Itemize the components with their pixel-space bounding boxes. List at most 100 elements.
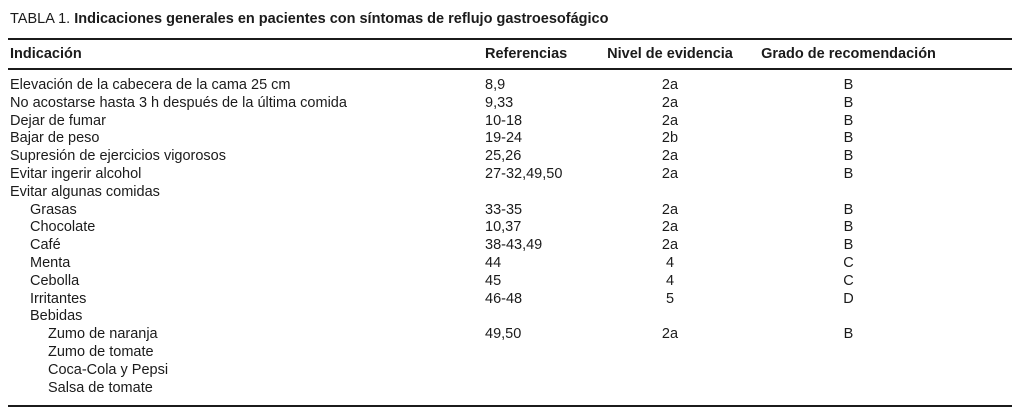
cell-indicacion: Evitar ingerir alcohol: [10, 165, 142, 182]
table-row: Zumo de naranja 49,50 2a B: [8, 326, 1012, 344]
table-row: Bebidas: [8, 308, 1012, 326]
table-row: Grasas 33-35 2a B: [8, 202, 1012, 220]
cell-grado: C: [843, 254, 854, 271]
cell-indicacion: Cebolla: [30, 272, 80, 289]
table-row: Salsa de tomate: [8, 380, 1012, 407]
cell-referencias: 9,33: [485, 94, 514, 111]
cell-indicacion: Menta: [30, 254, 71, 271]
cell-grado: [745, 308, 1012, 326]
cell-grado: B: [843, 130, 854, 147]
cell-nivel: 2a: [661, 112, 679, 129]
column-header-indicacion: Indicación: [10, 46, 82, 62]
cell-referencias: 33-35: [485, 201, 523, 218]
cell-grado: [745, 362, 1012, 380]
cell-indicacion: Elevación de la cabecera de la cama 25 c…: [10, 77, 291, 93]
cell-grado: [745, 380, 1012, 407]
cell-grado: B: [843, 148, 854, 165]
cell-indicacion: Chocolate: [30, 219, 96, 236]
cell-nivel: [595, 344, 745, 362]
table-row: Cebolla 45 4 C: [8, 273, 1012, 291]
cell-grado: [745, 344, 1012, 362]
cell-referencias: [485, 380, 595, 407]
cell-referencias: [485, 344, 595, 362]
cell-nivel: 2a: [661, 201, 679, 218]
table-body: Elevación de la cabecera de la cama 25 c…: [8, 69, 1012, 407]
cell-referencias: 46-48: [485, 290, 523, 307]
cell-referencias: 10-18: [485, 112, 523, 129]
header-row: Indicación Referencias Nivel de evidenci…: [8, 39, 1012, 69]
cell-nivel: 2a: [661, 77, 679, 93]
column-header-nivel-de-evidencia: Nivel de evidencia: [607, 46, 733, 62]
table-row: Bajar de peso 19-24 2b B: [8, 130, 1012, 148]
cell-referencias: 38-43,49: [485, 237, 543, 254]
cell-referencias: [485, 308, 595, 326]
table-row: Coca-Cola y Pepsi: [8, 362, 1012, 380]
table-title-text: Indicaciones generales en pacientes con …: [74, 11, 609, 27]
cell-indicacion: No acostarse hasta 3 h después de la últ…: [10, 94, 347, 111]
cell-indicacion: Evitar algunas comidas: [10, 183, 160, 200]
table-row: Café 38-43,49 2a B: [8, 237, 1012, 255]
table-row: Supresión de ejercicios vigorosos 25,26 …: [8, 148, 1012, 166]
cell-referencias: 19-24: [485, 130, 523, 147]
cell-indicacion: Coca-Cola y Pepsi: [48, 361, 169, 378]
cell-indicacion: Zumo de naranja: [48, 326, 158, 343]
cell-nivel: [595, 308, 745, 326]
table-row: Evitar ingerir alcohol 27-32,49,50 2a B: [8, 166, 1012, 184]
cell-nivel: [595, 184, 745, 202]
cell-grado: B: [843, 165, 854, 182]
indications-table: Indicación Referencias Nivel de evidenci…: [8, 38, 1012, 407]
cell-grado: C: [843, 272, 854, 289]
cell-nivel: 2b: [661, 130, 679, 147]
table-row: Dejar de fumar 10-18 2a B: [8, 113, 1012, 131]
cell-indicacion: Café: [30, 237, 61, 254]
cell-nivel: 4: [665, 272, 675, 289]
table-row: Irritantes 46-48 5 D: [8, 291, 1012, 309]
cell-grado: B: [843, 77, 854, 93]
cell-nivel: 4: [665, 254, 675, 271]
cell-nivel: 2a: [661, 94, 679, 111]
cell-nivel: 2a: [661, 237, 679, 254]
cell-indicacion: Irritantes: [30, 290, 87, 307]
cell-grado: B: [843, 219, 854, 236]
cell-referencias: 8,9: [485, 77, 506, 93]
table-row: Zumo de tomate: [8, 344, 1012, 362]
cell-grado: D: [843, 290, 854, 307]
cell-indicacion: Bajar de peso: [10, 130, 100, 147]
cell-grado: B: [843, 112, 854, 129]
table-title: TABLA 1. Indicaciones generales en pacie…: [8, 8, 1012, 38]
column-header-grado-de-recomendacion: Grado de recomendación: [761, 46, 936, 62]
cell-grado: [745, 184, 1012, 202]
cell-indicacion: Bebidas: [30, 308, 83, 325]
cell-grado: B: [843, 326, 854, 343]
cell-nivel: [595, 380, 745, 407]
cell-referencias: [485, 362, 595, 380]
table-header: Indicación Referencias Nivel de evidenci…: [8, 39, 1012, 69]
cell-referencias: 10,37: [485, 219, 522, 236]
cell-referencias: 25,26: [485, 148, 522, 165]
cell-referencias: [485, 184, 595, 202]
cell-indicacion: Salsa de tomate: [48, 379, 153, 396]
cell-nivel: 2a: [661, 165, 679, 182]
table-title-label: TABLA 1.: [10, 11, 71, 27]
cell-indicacion: Supresión de ejercicios vigorosos: [10, 148, 226, 165]
cell-referencias: 49,50: [485, 326, 522, 343]
cell-referencias: 44: [485, 254, 502, 271]
column-header-referencias: Referencias: [485, 46, 568, 62]
cell-nivel: 2a: [661, 148, 679, 165]
cell-nivel: 2a: [661, 219, 679, 236]
table-row: Menta 44 4 C: [8, 255, 1012, 273]
cell-grado: B: [843, 94, 854, 111]
cell-nivel: [595, 362, 745, 380]
table-row: No acostarse hasta 3 h después de la últ…: [8, 95, 1012, 113]
cell-grado: B: [843, 237, 854, 254]
table-row: Evitar algunas comidas: [8, 184, 1012, 202]
cell-nivel: 2a: [661, 326, 679, 343]
cell-indicacion: Grasas: [30, 201, 77, 218]
cell-indicacion: Zumo de tomate: [48, 343, 154, 360]
cell-indicacion: Dejar de fumar: [10, 112, 106, 129]
cell-nivel: 5: [665, 290, 675, 307]
table-row: Elevación de la cabecera de la cama 25 c…: [8, 69, 1012, 95]
cell-grado: B: [843, 201, 854, 218]
table-row: Chocolate 10,37 2a B: [8, 219, 1012, 237]
cell-referencias: 27-32,49,50: [485, 165, 563, 182]
